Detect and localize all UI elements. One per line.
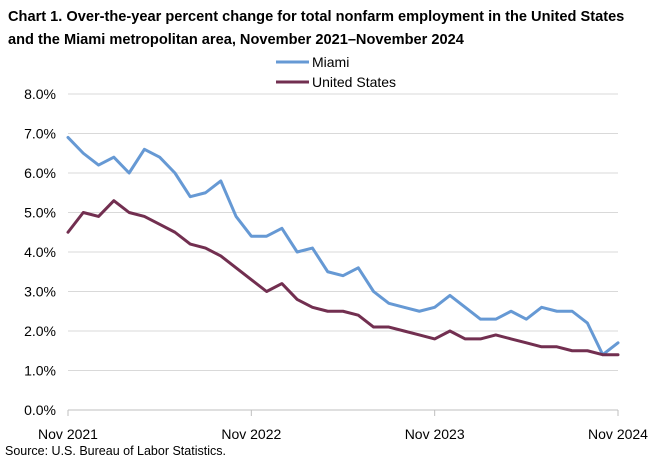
y-tick-label: 4.0% [24,244,56,260]
x-axis-labels: Nov 2021 Nov 2022 Nov 2023 Nov 2024 [38,426,648,442]
source-note: Source: U.S. Bureau of Labor Statistics. [5,444,226,458]
y-tick-label: 5.0% [24,205,56,221]
y-tick-label: 7.0% [24,126,56,142]
x-tick-label: Nov 2021 [38,426,98,442]
y-tick-label: 8.0% [24,86,56,102]
x-tick-label: Nov 2022 [221,426,281,442]
y-tick-label: 1.0% [24,363,56,379]
axes [67,409,619,416]
y-axis-labels: 0.0% 1.0% 2.0% 3.0% 4.0% 5.0% 6.0% 7.0% 8.0% [24,86,56,418]
y-tick-label: 6.0% [24,165,56,181]
series-line-united-states [66,199,620,357]
x-tick-label: Nov 2023 [405,426,465,442]
gridlines [68,93,618,371]
x-tick-label: Nov 2024 [588,426,648,442]
legend: Miami United States [276,54,396,90]
series-line-miami [66,135,620,357]
y-tick-label: 2.0% [24,323,56,339]
legend-label-united-states: United States [312,74,396,90]
series-lines [66,135,620,357]
legend-label-miami: Miami [312,54,349,70]
chart-title: Chart 1. Over-the-year percent change fo… [8,9,625,48]
y-tick-label: 3.0% [24,284,56,300]
y-tick-label: 0.0% [24,402,56,418]
